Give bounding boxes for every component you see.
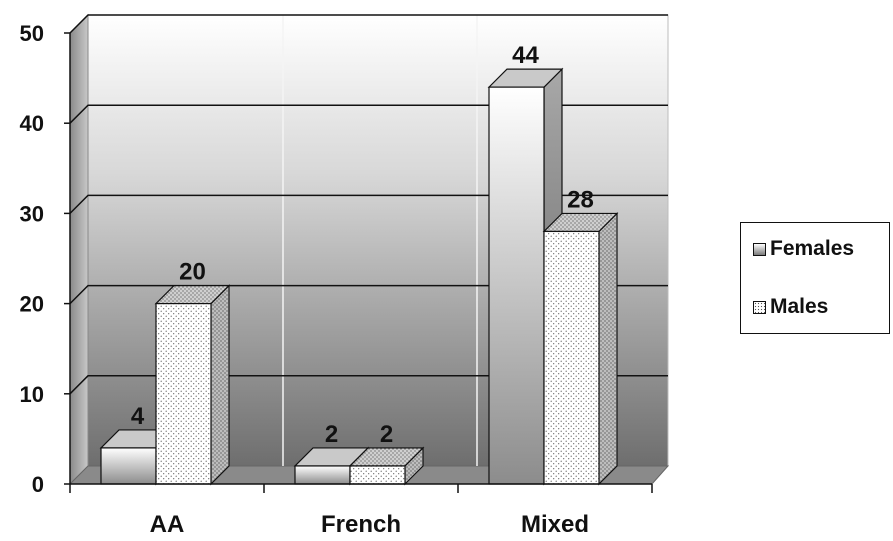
data-label-female-aa: 4 <box>131 403 145 430</box>
bar-male-aa <box>154 284 231 486</box>
category-label-french: French <box>321 511 401 538</box>
gridline <box>69 104 668 124</box>
y-tick-label: 30 <box>20 201 44 226</box>
gridline <box>69 194 668 214</box>
legend-swatch-females <box>753 242 766 256</box>
data-label-female-french: 2 <box>325 421 338 448</box>
category-label-aa: AA <box>150 511 185 538</box>
bar-front <box>488 86 545 485</box>
y-tick-label: 10 <box>20 382 44 407</box>
bar-male-french <box>348 446 425 486</box>
bar-front <box>349 465 406 485</box>
data-label-male-french: 2 <box>380 421 393 448</box>
legend-swatch-males <box>753 300 766 314</box>
bar-side <box>210 284 230 486</box>
y-tick-label: 40 <box>20 111 44 136</box>
category-label-mixed: Mixed <box>521 511 589 538</box>
bar-front <box>294 465 351 485</box>
bar-female-french <box>293 446 370 486</box>
legend-item-males: Males <box>753 295 828 319</box>
y-tick-label: 50 <box>20 21 44 46</box>
bar-male-mixed <box>542 211 619 486</box>
legend-label-females: Females <box>770 237 855 260</box>
data-label-male-aa: 20 <box>179 259 206 286</box>
gridline <box>69 284 668 305</box>
bar-front <box>100 447 157 485</box>
data-label-female-mixed: 44 <box>512 42 539 69</box>
y-tick-label: 0 <box>32 472 44 497</box>
legend-item-females: Females <box>753 237 854 261</box>
gridline <box>69 14 668 34</box>
y-tick-label: 20 <box>20 292 44 317</box>
gridline <box>69 375 668 395</box>
bar-side <box>598 211 618 486</box>
chart-side-wall <box>69 13 89 486</box>
legend-label-males: Males <box>770 295 829 318</box>
bar-front <box>155 303 212 485</box>
data-label-male-mixed: 28 <box>567 186 594 213</box>
bar-front <box>543 230 600 485</box>
legend: Females Males <box>740 222 890 334</box>
